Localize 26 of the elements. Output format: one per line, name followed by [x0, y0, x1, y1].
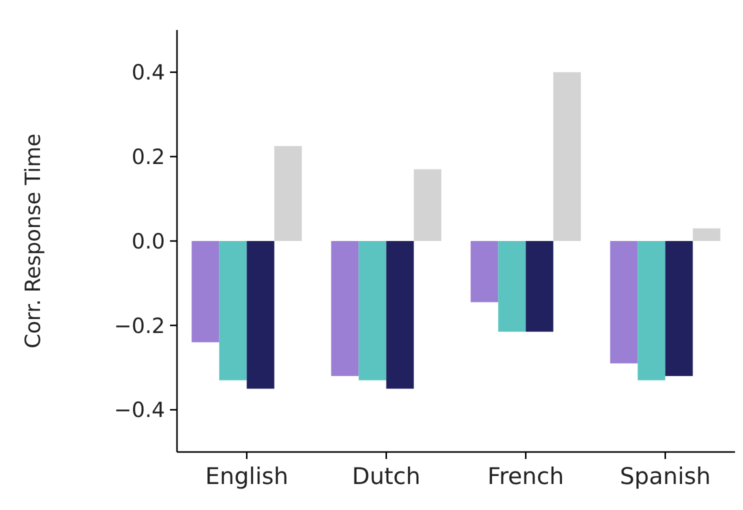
bar	[638, 241, 666, 380]
bar	[386, 241, 414, 389]
y-tick-label: −0.4	[114, 398, 165, 422]
bar	[192, 241, 220, 342]
bar	[414, 169, 442, 241]
x-tick-label: English	[205, 464, 288, 490]
bar	[665, 241, 693, 376]
bar	[219, 241, 247, 380]
y-tick-label: −0.2	[114, 314, 165, 338]
y-tick-label: 0.4	[132, 60, 165, 85]
bar	[553, 72, 581, 241]
y-axis-title: Corr. Response Time	[21, 134, 45, 348]
bar	[274, 146, 302, 241]
y-tick-label: 0.0	[132, 229, 165, 254]
bar	[498, 241, 526, 332]
bar	[470, 241, 498, 302]
bar	[331, 241, 359, 376]
bar	[692, 228, 720, 241]
bar	[358, 241, 386, 380]
x-tick-label: French	[488, 464, 564, 490]
x-tick-label: Spanish	[620, 464, 711, 490]
y-tick-label: 0.2	[132, 144, 165, 169]
bar	[610, 241, 638, 364]
x-tick-label: Dutch	[352, 464, 421, 490]
bar	[526, 241, 554, 332]
bar	[246, 241, 274, 389]
